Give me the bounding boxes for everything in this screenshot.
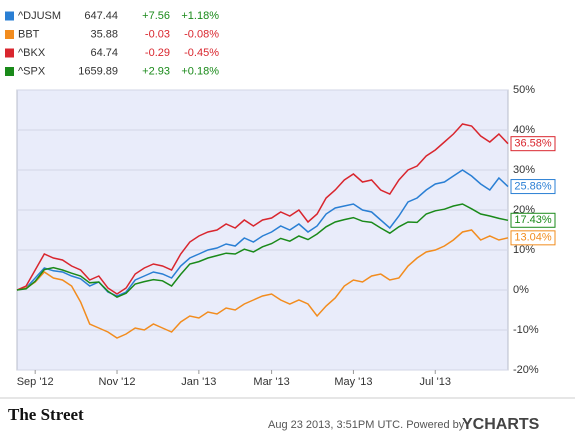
- legend-change-pct: -0.08%: [184, 28, 219, 40]
- legend-change: -0.03: [145, 28, 170, 40]
- legend-change: +2.93: [142, 65, 170, 77]
- legend-name: ^SPX: [18, 65, 46, 77]
- y-tick-label: 0%: [513, 284, 529, 296]
- x-tick-label: Jan '13: [181, 376, 216, 388]
- y-tick-label: 50%: [513, 84, 535, 96]
- y-tick-label: 10%: [513, 244, 535, 256]
- y-tick-label: 30%: [513, 164, 535, 176]
- end-label: 17.43%: [514, 214, 552, 226]
- legend-price: 647.44: [84, 10, 118, 22]
- legend-change: -0.29: [145, 47, 170, 59]
- legend-change-pct: +1.18%: [181, 10, 219, 22]
- x-tick-label: Jul '13: [420, 376, 451, 388]
- legend-name: ^BKX: [18, 47, 46, 59]
- y-tick-label: -10%: [513, 324, 539, 336]
- legend-price: 35.88: [90, 28, 118, 40]
- legend-swatch: [5, 30, 14, 39]
- x-tick-label: Mar '13: [253, 376, 289, 388]
- x-tick-label: May '13: [334, 376, 372, 388]
- legend-change: +7.56: [142, 10, 170, 22]
- plot-area: [16, 89, 509, 371]
- end-label: 13.04%: [514, 232, 552, 244]
- end-label: 25.86%: [514, 180, 552, 192]
- brand: The Street: [8, 405, 84, 424]
- y-tick-label: 40%: [513, 124, 535, 136]
- legend-name: ^DJUSM: [18, 10, 61, 22]
- series-line: [16, 123, 509, 295]
- series-line: [16, 203, 509, 299]
- legend-price: 1659.89: [78, 65, 118, 77]
- legend-name: BBT: [18, 28, 40, 40]
- legend-swatch: [5, 67, 14, 76]
- legend-change-pct: -0.45%: [184, 47, 219, 59]
- legend-change-pct: +0.18%: [181, 65, 219, 77]
- legend-swatch: [5, 48, 14, 58]
- timestamp: Aug 23 2013, 3:51PM UTC. Powered by: [268, 419, 465, 431]
- end-label-box: [510, 212, 556, 228]
- end-label-box: [510, 179, 556, 195]
- end-label-box: [510, 230, 556, 246]
- provider: YCHARTS: [462, 416, 540, 433]
- x-tick-label: Sep '12: [17, 376, 54, 388]
- x-tick-label: Nov '12: [99, 376, 136, 388]
- end-label: 36.58%: [514, 138, 552, 150]
- y-tick-label: -20%: [513, 364, 539, 376]
- end-label-box: [510, 136, 556, 152]
- series-line: [16, 229, 509, 339]
- legend-price: 64.74: [90, 47, 118, 59]
- legend-swatch: [5, 11, 14, 21]
